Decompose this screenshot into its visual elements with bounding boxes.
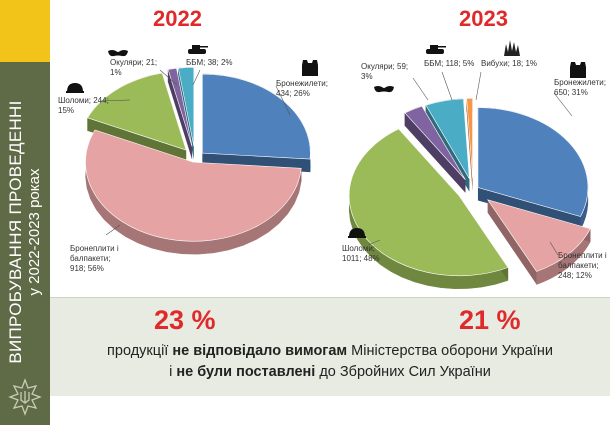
- sidebar-title: ВИПРОБУВАННЯ ПРОВЕДЕННІ у 2022-2023 рока…: [6, 100, 44, 363]
- summary-line-2-a: і: [169, 364, 177, 380]
- data-label-line: 15%: [58, 106, 74, 115]
- data-label-line: 248; 12%: [558, 271, 592, 280]
- pie-slice: [425, 98, 470, 179]
- sidebar-panel: ВИПРОБУВАННЯ ПРОВЕДЕННІ у 2022-2023 рока…: [0, 0, 50, 425]
- sidebar-title-line2: у 2022-2023 роках: [26, 168, 43, 296]
- tank-icon: [426, 45, 446, 54]
- summary-band: [50, 297, 610, 396]
- data-label: Бронежилети; 434; 26%: [276, 79, 328, 98]
- pie-slice: [167, 67, 193, 147]
- data-label-line: балпакети;: [558, 261, 598, 270]
- leader-line: [475, 71, 482, 101]
- goggles-icon: [108, 50, 128, 57]
- pie-chart-2022: Бронежилети; 434; 26% Бронеплити і балпакет…: [58, 58, 328, 273]
- main-content: 2022 2023 Бронежилети; 434; 26% Бронеплити…: [50, 0, 610, 425]
- helmet-icon: [66, 83, 84, 93]
- data-label: ББМ; 38; 2%: [186, 58, 233, 67]
- summary-line-1-emphasis: не відповідало вимогам: [172, 343, 348, 359]
- leader-line: [441, 71, 453, 101]
- data-label-line: 650; 31%: [554, 88, 588, 97]
- data-label: Окуляри; 21; 1%: [110, 58, 157, 77]
- pie-slice: [177, 67, 195, 147]
- data-label: Шоломи; 1011; 48%: [342, 244, 380, 263]
- sidebar-title-line1: ВИПРОБУВАННЯ ПРОВЕДЕННІ: [6, 100, 25, 364]
- leader-line: [412, 77, 429, 101]
- data-label: Шоломи; 244; 15%: [58, 96, 109, 115]
- pie-chart-2023: Бронежилети; 650; 31% Бронеплити і балпакет…: [342, 59, 607, 289]
- leader-line: [159, 69, 178, 86]
- leader-line: [553, 92, 573, 117]
- data-label-line: Окуляри; 21;: [110, 58, 157, 67]
- helmet-icon: [348, 228, 366, 238]
- data-label-line: ББМ; 118; 5%: [424, 59, 474, 68]
- pie-slice: [487, 199, 591, 272]
- chart-title-2022: 2022: [153, 6, 202, 31]
- data-label: Окуляри; 59; 3%: [361, 62, 408, 81]
- data-label: Вибухи; 18; 1%: [481, 59, 537, 68]
- data-label-line: Бронежилети;: [554, 78, 606, 87]
- pie-slice: [404, 105, 466, 180]
- trident-emblem-icon: [8, 378, 42, 416]
- summary-line-2-c: до Збройних Сил України: [315, 364, 491, 380]
- data-label-line: 3%: [361, 72, 373, 81]
- tank-icon: [188, 45, 208, 54]
- data-label-line: 1%: [110, 68, 122, 77]
- pie-slice: [466, 98, 473, 179]
- summary-line-2-emphasis: не були поставлені: [176, 364, 316, 380]
- summary-percent-2022: 23 %: [154, 305, 216, 335]
- explosion-icon: [504, 40, 520, 56]
- pie-slice-wall: [487, 199, 537, 285]
- leader-line: [105, 224, 121, 236]
- category-icons: [66, 40, 586, 238]
- data-label-line: Окуляри; 59;: [361, 62, 408, 71]
- summary-line-1-c: Міністерства оборони України: [347, 343, 553, 359]
- data-label-line: Вибухи; 18; 1%: [481, 59, 537, 68]
- vest-icon: [570, 62, 586, 78]
- data-label-line: Шоломи; 244;: [58, 96, 109, 105]
- leader-line: [367, 239, 381, 246]
- chart-title-2023: 2023: [459, 6, 508, 31]
- pie-slice-wall: [404, 112, 466, 193]
- leader-line: [99, 99, 131, 102]
- pie-slice: [87, 72, 187, 151]
- leader-line: [192, 69, 201, 86]
- goggles-icon: [374, 86, 394, 93]
- data-label-line: 918; 56%: [70, 264, 104, 273]
- data-label-line: Бронежилети;: [276, 79, 328, 88]
- summary-line-1: продукції не відповідало вимогам Міністе…: [50, 343, 610, 359]
- pie-slice: [85, 129, 302, 242]
- leader-line: [275, 85, 291, 116]
- data-label-line: Шоломи;: [342, 244, 375, 253]
- data-label: ББМ; 118; 5%: [424, 59, 474, 68]
- data-label-line: Бронеплити і: [70, 244, 119, 253]
- data-label: Бронеплити і балпакети; 248; 12%: [558, 251, 607, 280]
- summary-line-2: і не були поставлені до Збройних Сил Укр…: [50, 364, 610, 380]
- sidebar-accent-block: [0, 0, 50, 62]
- data-label-line: балпакети;: [70, 254, 110, 263]
- summary-line-1-a: продукції: [107, 343, 173, 359]
- data-label-line: 434; 26%: [276, 89, 310, 98]
- pie-charts: Бронежилети; 434; 26%Бронеплити і балпакет…: [58, 40, 607, 289]
- pie-slice: [477, 107, 589, 217]
- data-label: Бронеплити і балпакети; 918; 56%: [70, 244, 119, 273]
- data-label-line: Бронеплити і: [558, 251, 607, 260]
- leader-line: [549, 241, 559, 256]
- vest-icon: [302, 60, 318, 76]
- data-label-line: ББМ; 38; 2%: [186, 58, 233, 67]
- data-label: Бронежилети; 650; 31%: [554, 78, 606, 97]
- pie-slice: [202, 73, 311, 160]
- summary-percent-2023: 21 %: [459, 305, 521, 335]
- data-label-line: 1011; 48%: [342, 254, 380, 263]
- pie-slice-wall: [168, 69, 193, 160]
